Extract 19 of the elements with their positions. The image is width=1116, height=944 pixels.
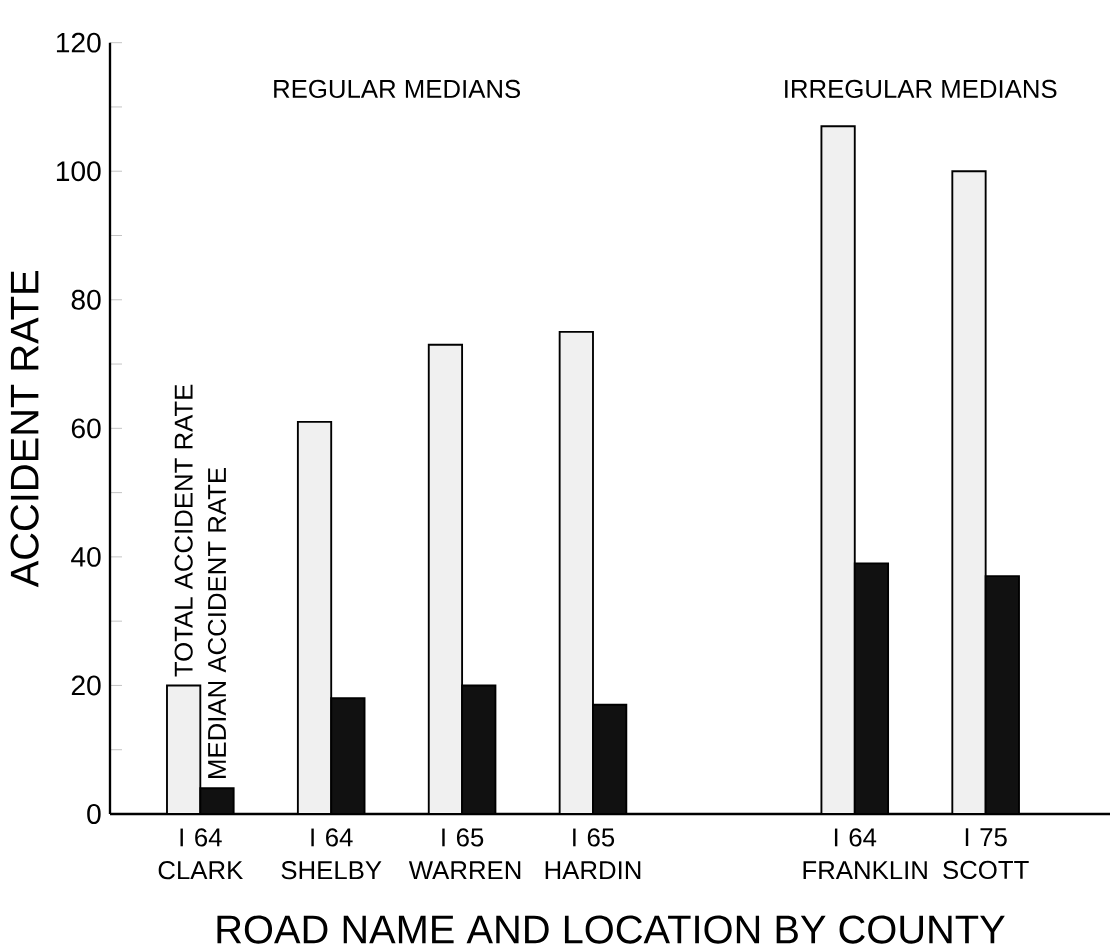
y-tick-label: 0 bbox=[87, 804, 101, 824]
y-tick-label: 100 bbox=[56, 161, 101, 182]
x-tick-label: I 64 SHELBY bbox=[281, 828, 382, 880]
x-axis-title: ROAD NAME AND LOCATION BY COUNTY bbox=[217, 915, 1005, 944]
y-tick-label: 40 bbox=[71, 546, 101, 567]
x-tick-label: I 65 HARDIN bbox=[545, 828, 641, 880]
y-tick-label: 80 bbox=[71, 289, 101, 310]
x-tick-label: I 75 SCOTT bbox=[943, 828, 1029, 880]
y-tick-label: 20 bbox=[71, 675, 101, 696]
x-tick-label: I 64 CLARK bbox=[158, 828, 243, 880]
y-axis-title: ACCIDENT RATE bbox=[10, 271, 39, 588]
annotation: IRREGULAR MEDIANS bbox=[785, 79, 1057, 99]
annotation: REGULAR MEDIANS bbox=[274, 79, 520, 99]
y-tick-label: 60 bbox=[71, 418, 101, 439]
y-tick-label: 120 bbox=[56, 32, 101, 53]
x-tick-label: I 64 FRANKLIN bbox=[803, 828, 927, 880]
text: TOTAL ACCIDENT RATE bbox=[174, 384, 193, 677]
text: MEDIAN ACCIDENT RATE bbox=[207, 468, 227, 778]
x-tick-label: I 65 WARREN bbox=[408, 828, 521, 880]
